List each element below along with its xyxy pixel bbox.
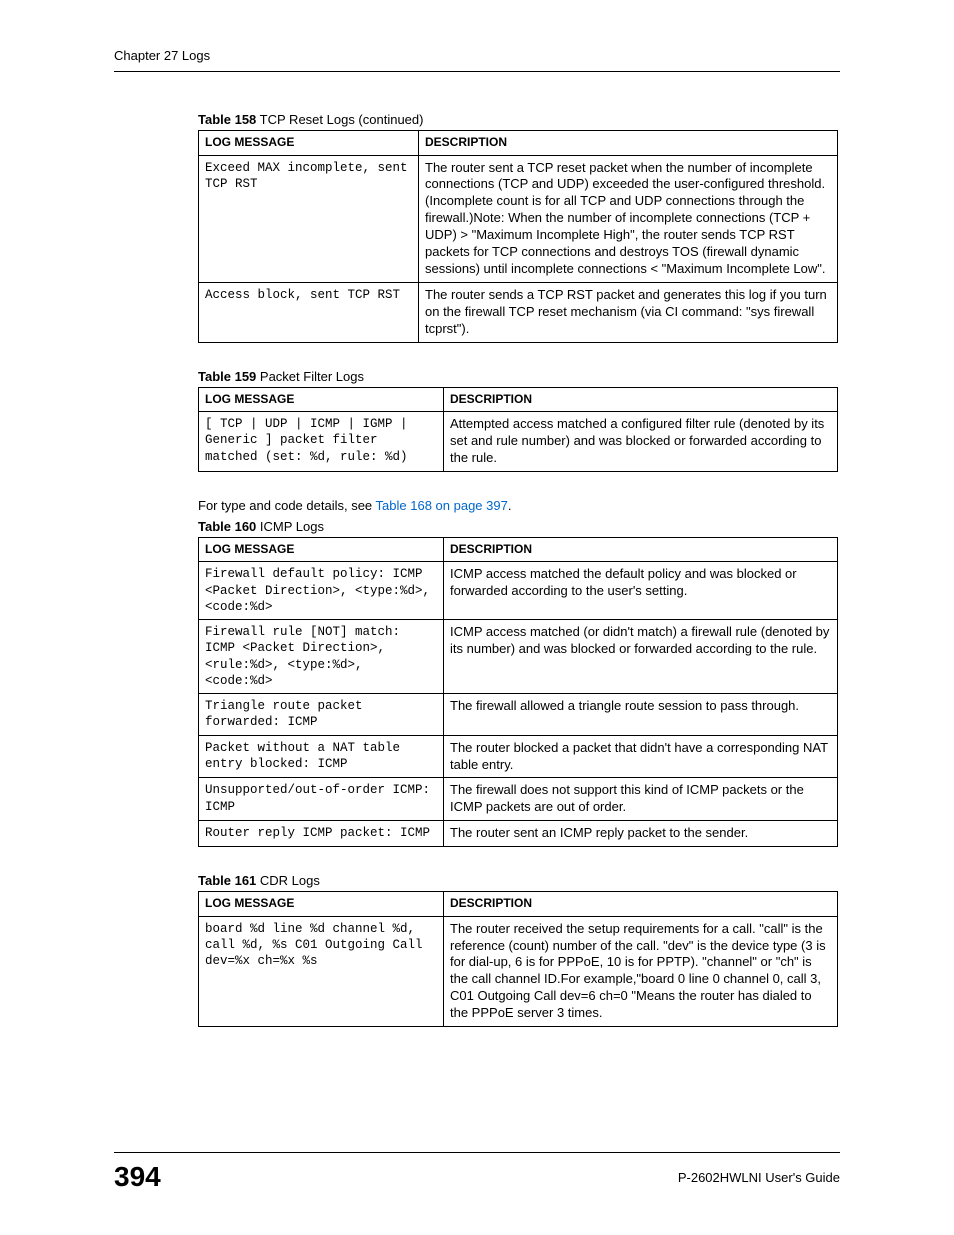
table-160: LOG MESSAGE DESCRIPTION Firewall default…	[198, 537, 838, 847]
table-row: Triangle route packet forwarded: ICMPThe…	[199, 694, 838, 736]
log-message-cell: Router reply ICMP packet: ICMP	[199, 821, 444, 847]
table-160-num: Table 160	[198, 519, 256, 534]
description-cell: The firewall does not support this kind …	[444, 778, 838, 821]
log-message-cell: [ TCP | UDP | ICMP | IGMP | Generic ] pa…	[199, 412, 444, 472]
table-row: Exceed MAX incomplete, sent TCP RST The …	[199, 155, 838, 282]
table-header-row: LOG MESSAGE DESCRIPTION	[199, 892, 838, 917]
table-159-title: Packet Filter Logs	[256, 369, 364, 384]
description-cell: The router blocked a packet that didn't …	[444, 735, 838, 778]
table-161-caption: Table 161 CDR Logs	[198, 873, 840, 888]
table-row: [ TCP | UDP | ICMP | IGMP | Generic ] pa…	[199, 412, 838, 472]
col-description: DESCRIPTION	[444, 892, 838, 917]
table-160-title: ICMP Logs	[256, 519, 324, 534]
col-description: DESCRIPTION	[444, 537, 838, 562]
log-message-cell: Access block, sent TCP RST	[199, 282, 419, 342]
col-log-message: LOG MESSAGE	[199, 387, 444, 412]
page-number: 394	[114, 1161, 161, 1193]
table-159-caption: Table 159 Packet Filter Logs	[198, 369, 840, 384]
cross-ref-link[interactable]: Table 168 on page 397	[376, 498, 508, 513]
table-header-row: LOG MESSAGE DESCRIPTION	[199, 131, 838, 156]
cross-ref-text: For type and code details, see Table 168…	[198, 498, 840, 513]
log-message-cell: Triangle route packet forwarded: ICMP	[199, 694, 444, 736]
table-158: LOG MESSAGE DESCRIPTION Exceed MAX incom…	[198, 130, 838, 343]
table-row: Firewall default policy: ICMP <Packet Di…	[199, 562, 838, 620]
log-message-cell: Firewall rule [NOT] match: ICMP <Packet …	[199, 620, 444, 694]
description-cell: The router received the setup requiremen…	[444, 916, 838, 1026]
table-row: Router reply ICMP packet: ICMPThe router…	[199, 821, 838, 847]
log-message-cell: Packet without a NAT table entry blocked…	[199, 735, 444, 778]
content: Table 158 TCP Reset Logs (continued) LOG…	[114, 112, 840, 1027]
description-cell: The router sent an ICMP reply packet to …	[444, 821, 838, 847]
log-message-cell: Unsupported/out-of-order ICMP: ICMP	[199, 778, 444, 821]
log-message-cell: board %d line %d channel %d, call %d, %s…	[199, 916, 444, 1026]
table-header-row: LOG MESSAGE DESCRIPTION	[199, 537, 838, 562]
description-cell: Attempted access matched a configured fi…	[444, 412, 838, 472]
table-161: LOG MESSAGE DESCRIPTION board %d line %d…	[198, 891, 838, 1027]
col-log-message: LOG MESSAGE	[199, 892, 444, 917]
col-log-message: LOG MESSAGE	[199, 131, 419, 156]
page: Chapter 27 Logs Table 158 TCP Reset Logs…	[0, 0, 954, 1235]
table-159-num: Table 159	[198, 369, 256, 384]
description-cell: ICMP access matched (or didn't match) a …	[444, 620, 838, 694]
cross-ref-post: .	[508, 498, 512, 513]
log-message-cell: Firewall default policy: ICMP <Packet Di…	[199, 562, 444, 620]
table-158-caption: Table 158 TCP Reset Logs (continued)	[198, 112, 840, 127]
description-cell: ICMP access matched the default policy a…	[444, 562, 838, 620]
table-row: Firewall rule [NOT] match: ICMP <Packet …	[199, 620, 838, 694]
table-header-row: LOG MESSAGE DESCRIPTION	[199, 387, 838, 412]
description-cell: The firewall allowed a triangle route se…	[444, 694, 838, 736]
col-description: DESCRIPTION	[419, 131, 838, 156]
table-row: Packet without a NAT table entry blocked…	[199, 735, 838, 778]
description-cell: The router sends a TCP RST packet and ge…	[419, 282, 838, 342]
table-row: Access block, sent TCP RST The router se…	[199, 282, 838, 342]
table-row: board %d line %d channel %d, call %d, %s…	[199, 916, 838, 1026]
table-159: LOG MESSAGE DESCRIPTION [ TCP | UDP | IC…	[198, 387, 838, 472]
table-161-title: CDR Logs	[256, 873, 320, 888]
guide-title: P-2602HWLNI User's Guide	[678, 1170, 840, 1185]
footer: 394 P-2602HWLNI User's Guide	[114, 1152, 840, 1193]
table-161-num: Table 161	[198, 873, 256, 888]
col-log-message: LOG MESSAGE	[199, 537, 444, 562]
description-cell: The router sent a TCP reset packet when …	[419, 155, 838, 282]
chapter-header: Chapter 27 Logs	[114, 48, 840, 72]
table-row: Unsupported/out-of-order ICMP: ICMPThe f…	[199, 778, 838, 821]
table-158-num: Table 158	[198, 112, 256, 127]
table-158-title: TCP Reset Logs (continued)	[256, 112, 423, 127]
table-160-caption: Table 160 ICMP Logs	[198, 519, 840, 534]
cross-ref-pre: For type and code details, see	[198, 498, 376, 513]
col-description: DESCRIPTION	[444, 387, 838, 412]
log-message-cell: Exceed MAX incomplete, sent TCP RST	[199, 155, 419, 282]
